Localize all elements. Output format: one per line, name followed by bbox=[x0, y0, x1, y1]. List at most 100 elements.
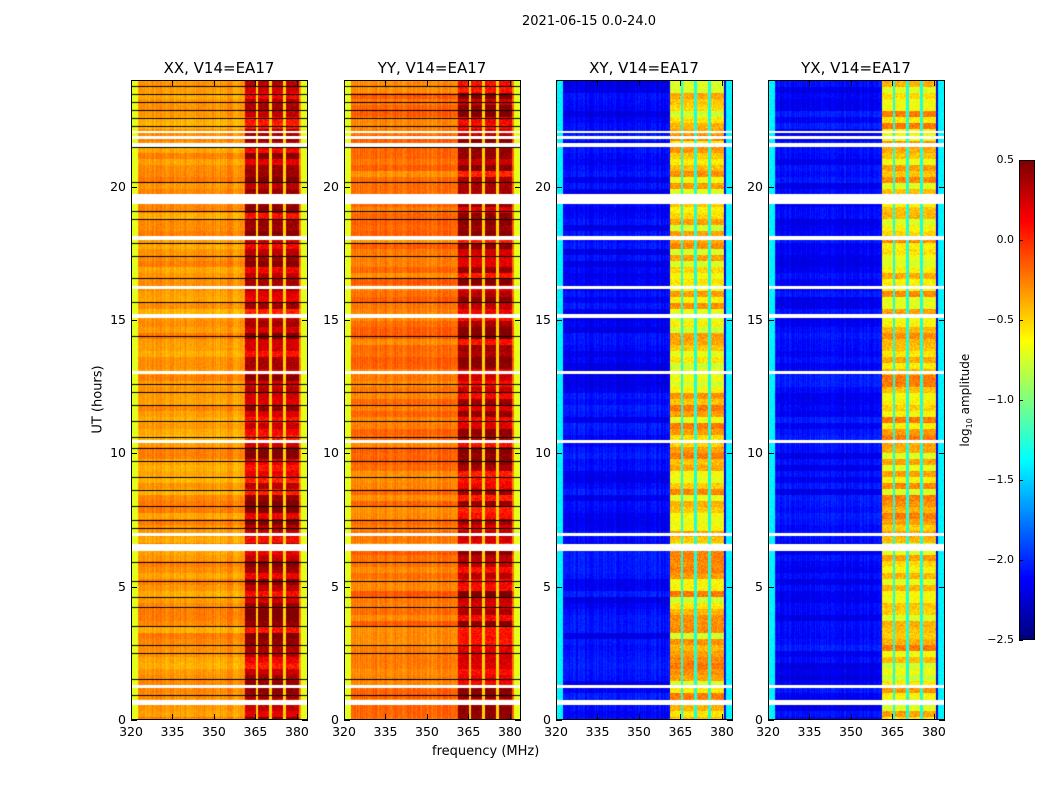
x-tick-label: 365 bbox=[880, 724, 905, 739]
x-tick-label: 380 bbox=[710, 724, 734, 739]
x-tick-mark bbox=[721, 80, 723, 86]
heatmap-panel-yx bbox=[768, 80, 945, 720]
heatmap-image bbox=[769, 81, 944, 719]
y-tick-mark bbox=[515, 320, 521, 321]
y-tick-mark bbox=[131, 586, 137, 588]
panel-title: YX, V14=EA17 bbox=[801, 59, 911, 77]
y-tick-label: 10 bbox=[110, 445, 126, 461]
x-tick-label: 350 bbox=[627, 724, 651, 739]
y-tick-mark bbox=[302, 186, 308, 188]
y-tick-label: 5 bbox=[755, 578, 763, 594]
y-tick-label: 15 bbox=[110, 312, 126, 327]
y-tick-label: 10 bbox=[535, 445, 551, 461]
x-axis-label: frequency (MHz) bbox=[432, 744, 540, 759]
x-tick-mark bbox=[892, 714, 894, 720]
colorbar-tick-label: −0.5 bbox=[987, 313, 1014, 326]
y-tick-mark bbox=[515, 586, 521, 588]
x-tick-mark bbox=[509, 80, 511, 86]
y-tick-label: 0 bbox=[755, 712, 763, 727]
y-tick-mark bbox=[556, 320, 562, 321]
colorbar-tick-label: 0.5 bbox=[996, 153, 1015, 166]
y-tick-mark bbox=[768, 186, 774, 188]
x-tick-label: 320 bbox=[544, 724, 568, 739]
colorbar-tick-label: −1.0 bbox=[987, 393, 1014, 406]
panel-title: XX, V14=EA17 bbox=[163, 59, 275, 77]
x-tick-mark bbox=[468, 714, 470, 720]
y-tick-mark bbox=[344, 720, 350, 721]
x-tick-mark bbox=[850, 80, 852, 86]
x-tick-label: 380 bbox=[922, 724, 946, 739]
heatmap-panel-yy bbox=[344, 80, 521, 720]
x-tick-mark bbox=[638, 714, 640, 720]
y-tick-label: 5 bbox=[543, 578, 551, 594]
colorbar-tick-mark bbox=[1019, 560, 1023, 561]
colorbar-tick-mark bbox=[1019, 240, 1023, 241]
x-tick-mark bbox=[768, 80, 769, 86]
colorbar-tick-mark bbox=[1019, 480, 1023, 481]
y-tick-mark bbox=[515, 186, 521, 188]
x-tick-mark bbox=[509, 714, 511, 720]
colorbar-tick-mark bbox=[1019, 160, 1023, 161]
panel-title: XY, V14=EA17 bbox=[589, 59, 699, 77]
x-tick-mark bbox=[426, 80, 428, 86]
x-tick-mark bbox=[255, 714, 257, 720]
y-tick-mark bbox=[727, 453, 733, 455]
x-tick-label: 335 bbox=[797, 724, 822, 739]
y-tick-mark bbox=[344, 320, 350, 321]
x-tick-mark bbox=[131, 80, 132, 86]
y-tick-label: 15 bbox=[535, 312, 551, 327]
y-axis-label: UT (hours) bbox=[90, 365, 106, 434]
x-tick-label: 350 bbox=[415, 724, 439, 739]
y-tick-mark bbox=[131, 720, 137, 721]
x-tick-mark bbox=[556, 80, 557, 86]
y-tick-mark bbox=[515, 453, 521, 455]
y-tick-mark bbox=[302, 720, 308, 721]
x-tick-mark bbox=[597, 80, 599, 86]
x-tick-mark bbox=[933, 714, 935, 720]
x-tick-label: 365 bbox=[243, 724, 268, 739]
y-tick-mark bbox=[131, 453, 137, 455]
x-tick-mark bbox=[255, 80, 257, 86]
colorbar-tick-mark bbox=[1019, 320, 1023, 321]
colorbar-tick-label: −2.0 bbox=[987, 553, 1014, 566]
y-tick-mark bbox=[302, 453, 308, 455]
heatmap-image bbox=[557, 81, 732, 719]
y-tick-mark bbox=[727, 320, 733, 321]
colorbar-tick-mark bbox=[1019, 400, 1023, 401]
y-tick-label: 10 bbox=[747, 445, 763, 461]
x-tick-mark bbox=[556, 714, 557, 720]
x-tick-mark bbox=[638, 80, 640, 86]
y-tick-label: 20 bbox=[747, 178, 763, 194]
x-tick-mark bbox=[680, 714, 682, 720]
y-tick-mark bbox=[768, 720, 774, 721]
y-tick-mark bbox=[556, 186, 562, 188]
heatmap-panel-xx bbox=[131, 80, 308, 720]
y-tick-mark bbox=[131, 320, 137, 321]
heatmap-image bbox=[132, 81, 307, 719]
y-tick-mark bbox=[939, 720, 945, 721]
x-tick-mark bbox=[172, 714, 174, 720]
x-tick-mark bbox=[172, 80, 174, 86]
y-tick-mark bbox=[556, 720, 562, 721]
x-tick-mark bbox=[768, 714, 769, 720]
x-tick-label: 335 bbox=[585, 724, 610, 739]
y-tick-label: 20 bbox=[535, 178, 551, 194]
x-tick-mark bbox=[213, 80, 215, 86]
y-tick-mark bbox=[344, 586, 350, 588]
x-tick-mark bbox=[680, 80, 682, 86]
x-tick-mark bbox=[385, 80, 387, 86]
x-tick-mark bbox=[809, 714, 811, 720]
x-tick-label: 365 bbox=[668, 724, 693, 739]
x-tick-mark bbox=[721, 714, 723, 720]
y-tick-mark bbox=[768, 453, 774, 455]
colorbar-tick-label: −2.5 bbox=[987, 633, 1014, 646]
y-tick-label: 15 bbox=[747, 312, 763, 327]
x-tick-mark bbox=[385, 714, 387, 720]
x-tick-label: 320 bbox=[119, 724, 143, 739]
y-tick-mark bbox=[344, 453, 350, 455]
x-tick-label: 365 bbox=[456, 724, 481, 739]
y-tick-mark bbox=[727, 186, 733, 188]
y-tick-mark bbox=[131, 186, 137, 188]
x-tick-mark bbox=[850, 714, 852, 720]
